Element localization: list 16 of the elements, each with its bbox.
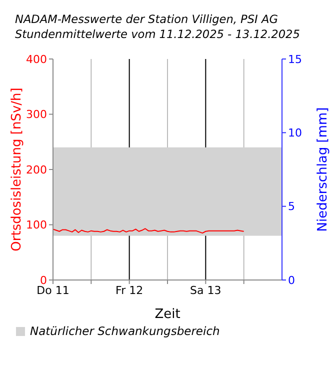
chart-subtitle: Stundenmittelwerte vom 11.12.2025 - 13.12.2025 [15, 27, 301, 42]
y2-tick-label: 5 [288, 200, 295, 214]
y-tick-label: 100 [26, 218, 47, 232]
y2-tick-label: 10 [288, 126, 302, 140]
y2-tick-label: 0 [288, 274, 295, 287]
x-axis-title: Zeit [154, 307, 180, 322]
legend-label: Natürlicher Schwankungsbereich [30, 324, 220, 338]
y-tick-label: 200 [26, 163, 47, 176]
y2-axis-title: Niederschlag [mm] [316, 107, 330, 232]
x-tick-label: Sa 13 [190, 284, 222, 297]
y-tick-label: 400 [26, 52, 47, 66]
y-axis-title: Ortsdosisleistung [nSv/h] [10, 88, 25, 252]
x-tick-label: Fr 12 [116, 284, 144, 297]
y2-tick-label: 15 [288, 52, 302, 66]
chart-title: NADAM-Messwerte der Station Villigen, PSI AG [15, 12, 279, 27]
y-tick-label: 300 [26, 108, 47, 122]
